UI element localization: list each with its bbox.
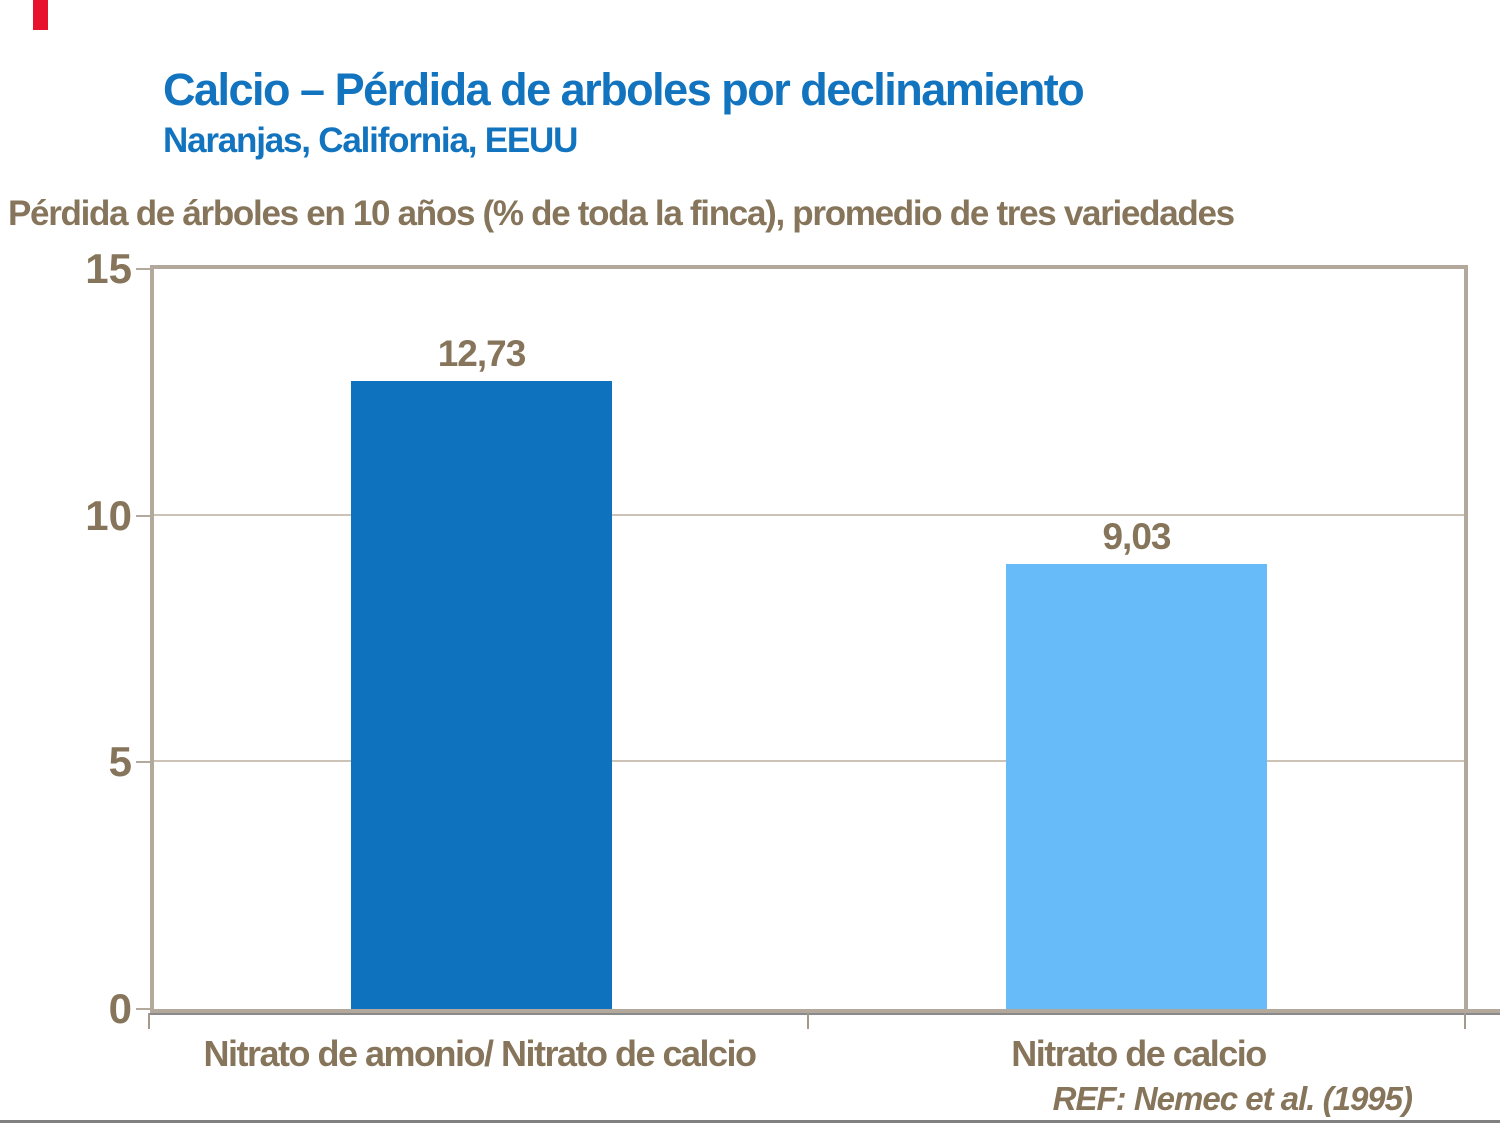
bar-nitrato-calcio: [1006, 564, 1267, 1009]
y-axis-label-15: 15: [85, 245, 132, 292]
category-label-nitrato-calcio: Nitrato de calcio: [1011, 1033, 1267, 1074]
bar-nitrato-amonio-nitrato-calcio: [351, 381, 612, 1009]
y-axis-tick-5: [136, 761, 150, 763]
y-axis-tick-0: [136, 1008, 150, 1010]
y-axis-label-10: 10: [85, 492, 132, 539]
y-axis-label-5: 5: [108, 738, 132, 785]
gridline-5: [154, 760, 1464, 762]
slide-title: Calcio – Pérdida de arboles por declinam…: [163, 64, 1085, 115]
y-axis-label-0: 0: [108, 985, 132, 1032]
value-label-bar-1: 12,73: [437, 333, 527, 374]
bar-group-nitrato-amonio: 12,73: [154, 269, 809, 1009]
y-axis-tick-10: [136, 515, 150, 517]
bars-row: 12,73 9,03: [154, 269, 1464, 1009]
category-label-nitrato-amonio: Nitrato de amonio/ Nitrato de calcio: [203, 1033, 757, 1074]
reference-citation: REF: Nemec et al. (1995): [1052, 1080, 1413, 1117]
y-axis-note: Pérdida de árboles en 10 años (% de toda…: [8, 194, 1235, 233]
gridline-10: [154, 514, 1464, 516]
template-accent-mark: [33, 0, 48, 30]
value-label-bar-2: 9,03: [1102, 516, 1171, 557]
x-axis-tick-right: [1464, 1013, 1466, 1029]
x-axis-tick-middle: [807, 1013, 809, 1029]
slide-subtitle: Naranjas, California, EEUU: [163, 121, 578, 160]
x-axis-shadow-line: [150, 1013, 1500, 1015]
bottom-rule: [0, 1120, 1500, 1123]
y-axis-tick-15: [136, 268, 150, 270]
x-axis-line-extension: [1464, 1009, 1500, 1013]
chart-plot-area: 12,73 9,03: [150, 265, 1468, 1013]
x-axis-category-labels: Nitrato de amonio/ Nitrato de calcio Nit…: [150, 1032, 1468, 1076]
bar-group-nitrato-calcio: 9,03: [809, 269, 1464, 1009]
x-axis-tick-left: [148, 1013, 150, 1029]
